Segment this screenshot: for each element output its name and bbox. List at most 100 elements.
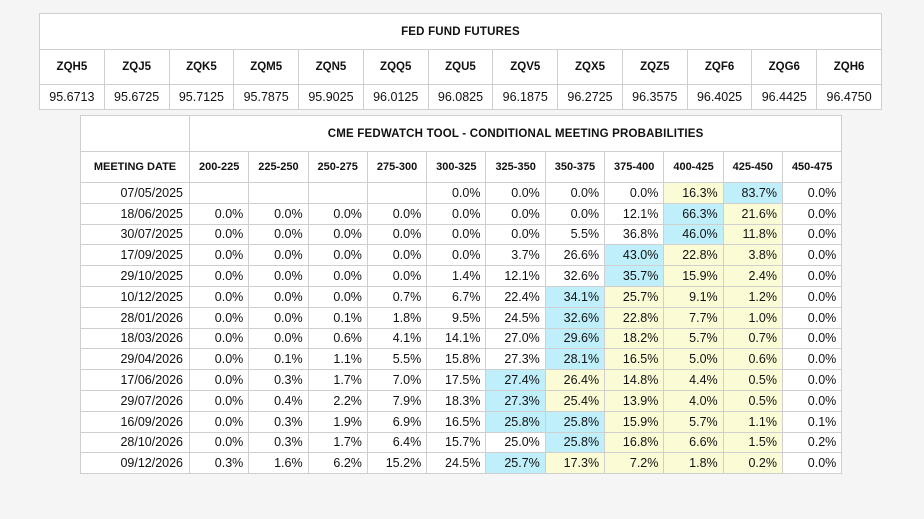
probability-cell: 0.0%	[366, 265, 428, 287]
meeting-date-cell: 07/05/2025	[80, 182, 190, 204]
probability-cell: 1.4%	[426, 265, 487, 287]
futures-price-zqx5: 96.2725	[557, 84, 623, 110]
probability-cell: 26.6%	[544, 244, 606, 267]
probability-cell: 0.0%	[781, 285, 843, 308]
probability-cell: 14.1%	[426, 327, 487, 350]
probability-cell: 36.8%	[604, 223, 665, 246]
meeting-row: 17/06/2026 0.0% 0.3% 1.7% 7.0% 17.5% 27.4% 26.4…	[80, 369, 843, 391]
probability-cell: 21.6%	[722, 202, 783, 225]
futures-code-zqq5: ZQQ5	[362, 49, 429, 85]
probability-cell: 28.1%	[544, 348, 606, 371]
probability-cell: 0.0%	[366, 244, 428, 267]
probability-cell: 9.1%	[663, 285, 724, 308]
probability-cell: 0.0%	[307, 244, 368, 267]
probability-cell: 0.0%	[248, 202, 309, 225]
futures-title: FED FUND FUTURES	[39, 13, 882, 50]
probability-cell: 0.0%	[604, 182, 665, 204]
probability-cell: 0.0%	[188, 389, 250, 412]
meeting-date-cell: 29/07/2026	[80, 389, 190, 412]
probability-cell: 0.0%	[485, 202, 546, 225]
meeting-date-cell: 17/09/2025	[80, 244, 190, 267]
probability-cell	[248, 182, 309, 204]
probability-cell: 0.0%	[188, 348, 250, 371]
probability-cell: 1.1%	[307, 348, 368, 371]
probability-cell: 15.2%	[366, 452, 428, 475]
futures-price-zqq5: 96.0125	[362, 84, 429, 110]
probability-cell: 0.1%	[248, 348, 309, 371]
futures-code-zqj5: ZQJ5	[103, 49, 170, 85]
meeting-row: 29/04/2026 0.0% 0.1% 1.1% 5.5% 15.8% 27.3% 28.1…	[80, 348, 843, 371]
probability-cell: 0.1%	[781, 410, 843, 433]
futures-code-zqx5: ZQX5	[557, 49, 623, 85]
probability-cell: 0.0%	[781, 389, 843, 412]
probability-cell: 0.0%	[248, 306, 309, 329]
probability-cell: 5.0%	[663, 348, 724, 371]
probability-cell: 1.8%	[663, 452, 724, 475]
probability-cell: 0.0%	[248, 265, 309, 287]
futures-price-zqu5: 96.0825	[427, 84, 494, 110]
probability-cell: 25.7%	[604, 285, 665, 308]
probability-cell: 0.0%	[485, 223, 546, 246]
meeting-date-header: MEETING DATE	[80, 151, 190, 183]
probability-cell: 17.3%	[544, 452, 606, 475]
probability-rows: 07/05/2025 0.0% 0.0% 0.0% 0.0% 16.3% 83.7% 0.0%…	[80, 182, 843, 475]
probability-cell: 0.0%	[781, 265, 843, 287]
meeting-date-cell: 28/01/2026	[80, 306, 190, 329]
probability-cell: 0.3%	[188, 452, 250, 475]
probability-cell: 0.7%	[722, 327, 783, 350]
probability-cell: 0.5%	[722, 369, 783, 391]
probability-cell: 27.0%	[485, 327, 546, 350]
probability-cell: 22.4%	[485, 285, 546, 308]
probability-cell: 0.0%	[248, 244, 309, 267]
futures-code-zqk5: ZQK5	[168, 49, 235, 85]
probability-cell: 4.4%	[663, 369, 724, 391]
probability-cell: 0.0%	[248, 223, 309, 246]
rate-range-header: 250-275	[307, 151, 368, 183]
probability-cell: 18.2%	[604, 327, 665, 350]
probability-cell: 6.6%	[663, 431, 724, 454]
probability-cell: 16.3%	[663, 182, 724, 204]
futures-price-zqz5: 96.3575	[621, 84, 688, 110]
probability-cell: 0.0%	[426, 223, 487, 246]
probability-cell: 2.2%	[307, 389, 368, 412]
rate-range-header: 375-400	[604, 151, 665, 183]
probability-cell: 0.0%	[307, 285, 368, 308]
meeting-date-cell: 30/07/2025	[80, 223, 190, 246]
meeting-row: 30/07/2025 0.0% 0.0% 0.0% 0.0% 0.0% 0.0% 5.5% 36…	[80, 223, 843, 246]
probability-cell: 25.8%	[485, 410, 546, 433]
probability-cell: 5.7%	[663, 327, 724, 350]
probability-cell: 0.0%	[781, 306, 843, 329]
probability-cell: 0.3%	[248, 431, 309, 454]
futures-price-zqk5: 95.7125	[168, 84, 235, 110]
probability-cell: 0.0%	[366, 223, 428, 246]
probability-cell: 0.0%	[781, 244, 843, 267]
futures-code-zqh6: ZQH6	[816, 49, 882, 85]
probability-cell: 7.7%	[663, 306, 724, 329]
probability-cell: 4.1%	[366, 327, 428, 350]
probability-cell: 1.5%	[722, 431, 783, 454]
probability-cell: 0.2%	[722, 452, 783, 475]
probability-cell: 25.8%	[544, 431, 606, 454]
probability-cell: 0.2%	[781, 431, 843, 454]
probability-cell: 11.8%	[722, 223, 783, 246]
meeting-row: 16/09/2026 0.0% 0.3% 1.9% 6.9% 16.5% 25.8% 25.8…	[80, 410, 843, 433]
futures-price-zqh6: 96.4750	[816, 84, 882, 110]
probability-cell: 1.6%	[248, 452, 309, 475]
meeting-date-cell: 09/12/2026	[80, 452, 190, 475]
futures-code-zqz5: ZQZ5	[621, 49, 688, 85]
probability-cell: 0.0%	[426, 202, 487, 225]
fed-fund-futures-table: FED FUND FUTURES ZQH5 ZQJ5 ZQK5 ZQM5 ZQN5 ZQQ…	[39, 13, 882, 110]
probability-cell: 6.2%	[307, 452, 368, 475]
probability-cell: 0.0%	[544, 182, 606, 204]
probability-cell: 15.9%	[663, 265, 724, 287]
probability-cell	[188, 182, 250, 204]
probability-cell: 0.0%	[307, 265, 368, 287]
probability-cell: 0.0%	[544, 202, 606, 225]
probability-cell: 0.0%	[426, 182, 487, 204]
probability-cell: 0.0%	[188, 306, 250, 329]
fedwatch-title: CME FEDWATCH TOOL - CONDITIONAL MEETING …	[188, 115, 843, 152]
probability-cell: 0.0%	[781, 202, 843, 225]
probability-cell: 3.7%	[485, 244, 546, 267]
probability-cell: 0.0%	[188, 202, 250, 225]
meeting-date-cell: 10/12/2025	[80, 285, 190, 308]
